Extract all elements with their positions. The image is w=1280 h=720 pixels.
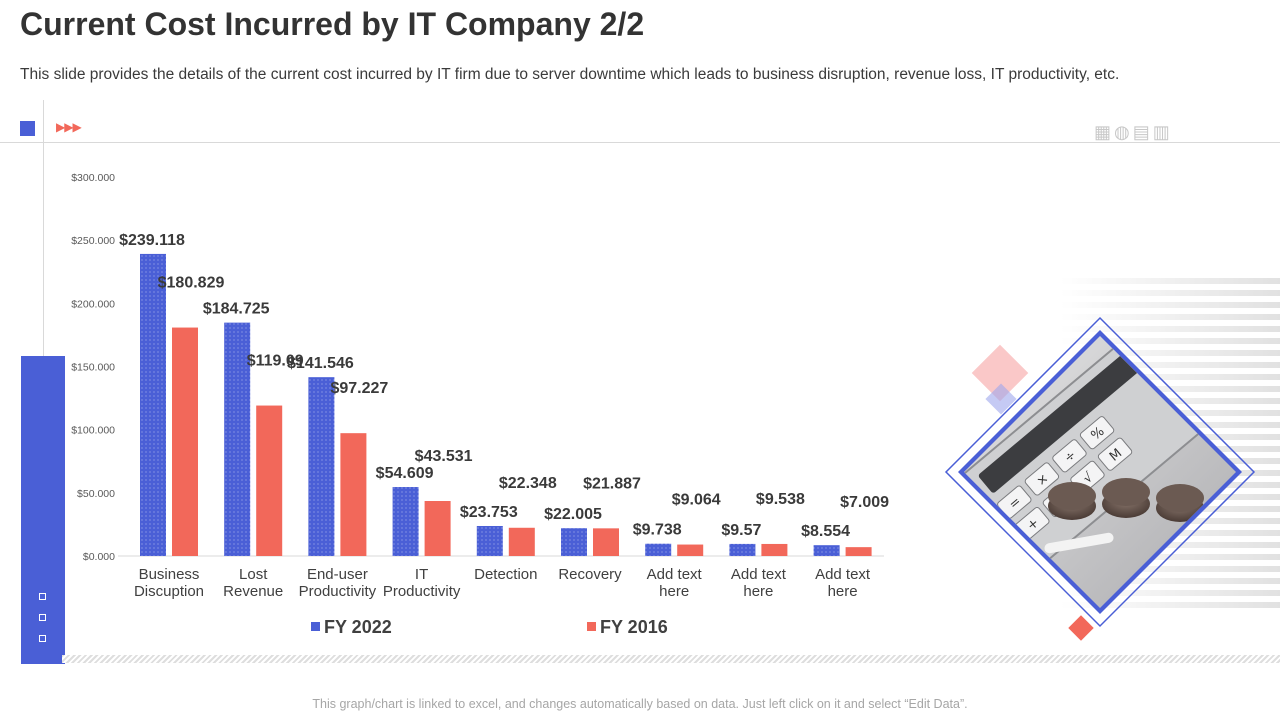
x-category-label: Add text xyxy=(731,566,787,583)
x-category-label: Business xyxy=(139,566,200,583)
side-box-icon xyxy=(39,635,46,642)
y-tick-label: $200.000 xyxy=(71,298,115,310)
data-label-fy2022: $23.753 xyxy=(460,504,518,521)
x-category-label: Recovery xyxy=(558,566,622,583)
bar-fy2022 xyxy=(308,377,335,556)
x-category-label: Revenue xyxy=(223,583,283,600)
x-category-label: Productivity xyxy=(299,583,377,600)
legend-swatch xyxy=(587,622,596,631)
data-label-fy2022: $54.609 xyxy=(376,465,434,482)
data-label-fy2016: $43.531 xyxy=(415,448,473,465)
bar-fy2016 xyxy=(508,527,535,556)
page-title: Current Cost Incurred by IT Company 2/2 xyxy=(20,6,645,42)
legend-label: FY 2022 xyxy=(324,617,392,637)
bar-fy2016 xyxy=(424,501,451,556)
data-label-fy2022: $141.546 xyxy=(287,355,354,372)
bar-fy2022 xyxy=(561,528,587,556)
x-category-label: here xyxy=(828,583,858,600)
y-tick-label: $250.000 xyxy=(71,235,115,247)
x-category-label: End-user xyxy=(307,566,368,583)
toolbar-icons: ▦◍▤▥ xyxy=(1094,122,1173,142)
side-accent-bar xyxy=(21,356,65,664)
data-label-fy2016: $9.538 xyxy=(756,491,805,508)
legend-swatch xyxy=(311,622,320,631)
x-category-label: IT xyxy=(415,566,428,583)
bar-fy2022 xyxy=(729,543,756,556)
data-label-fy2016: $21.887 xyxy=(583,475,641,492)
y-tick-label: $50.000 xyxy=(77,488,115,500)
bottom-hatch-divider xyxy=(62,655,1280,663)
x-category-label: Discuption xyxy=(134,583,204,600)
bar-fy2022 xyxy=(224,322,251,556)
y-tick-label: $100.000 xyxy=(71,425,115,437)
bar-fy2016 xyxy=(340,433,367,556)
bar-fy2022 xyxy=(645,543,672,556)
triple-arrow-icon: ▶▶▶ xyxy=(56,120,82,134)
data-label-fy2022: $184.725 xyxy=(203,301,270,318)
footer-note: This graph/chart is linked to excel, and… xyxy=(312,697,968,711)
data-label-fy2022: $8.554 xyxy=(801,523,850,540)
calculator-coins-image: =×÷% +−√M xyxy=(944,316,1256,628)
data-label-fy2022: $9.738 xyxy=(633,522,682,539)
bar-fy2016 xyxy=(761,543,788,556)
x-category-label: here xyxy=(743,583,773,600)
bar-fy2022 xyxy=(140,253,166,557)
bar-fy2016 xyxy=(845,547,872,556)
x-category-label: here xyxy=(659,583,689,600)
square-marker-icon xyxy=(20,121,35,136)
page-subtitle: This slide provides the details of the c… xyxy=(20,66,1120,83)
side-box-icon xyxy=(39,614,46,621)
data-label-fy2016: $119.09 xyxy=(247,353,304,370)
bar-fy2016 xyxy=(677,544,704,556)
bar-fy2016 xyxy=(172,327,198,556)
x-category-label: Lost xyxy=(239,566,268,583)
data-label-fy2016: $180.829 xyxy=(158,275,225,292)
x-category-label: Detection xyxy=(474,566,537,583)
bar-chart: $0.000 $50.000 $100.000 $150.000 $200.000 $25… xyxy=(71,172,889,637)
header-divider xyxy=(0,142,1280,143)
data-label-fy2022: $9.57 xyxy=(721,522,761,539)
data-label-fy2016: $22.348 xyxy=(499,475,557,492)
y-tick-label: $300.000 xyxy=(71,172,115,184)
bar-fy2022 xyxy=(813,545,840,556)
data-label-fy2022: $239.118 xyxy=(119,232,185,249)
x-category-label: Productivity xyxy=(383,583,461,600)
x-category-label: Add text xyxy=(815,566,871,583)
y-tick-label: $150.000 xyxy=(71,362,115,374)
bar-fy2022 xyxy=(392,487,419,556)
bar-fy2022 xyxy=(476,525,503,556)
x-category-label: Add text xyxy=(647,566,703,583)
bar-fy2016 xyxy=(256,405,283,556)
legend-label: FY 2016 xyxy=(600,617,668,637)
data-label-fy2022: $22.005 xyxy=(544,506,602,523)
side-box-icon xyxy=(39,593,46,600)
bar-fy2016 xyxy=(593,528,619,556)
data-label-fy2016: $97.227 xyxy=(330,380,388,397)
data-label-fy2016: $7.009 xyxy=(840,494,889,511)
data-label-fy2016: $9.064 xyxy=(672,492,721,509)
y-tick-label: $0.000 xyxy=(83,551,115,563)
